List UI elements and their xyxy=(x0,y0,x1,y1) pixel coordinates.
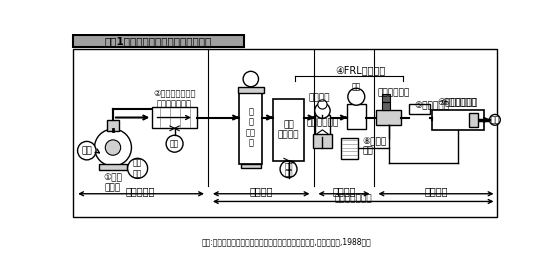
Bar xyxy=(239,91,262,164)
Bar xyxy=(382,102,390,110)
Circle shape xyxy=(489,115,500,125)
Bar xyxy=(341,137,358,159)
Text: レギュレータ: レギュレータ xyxy=(306,118,339,127)
Text: ⑦エアシリンダ: ⑦エアシリンダ xyxy=(438,98,478,108)
Bar xyxy=(409,104,430,114)
Bar xyxy=(241,164,261,168)
Text: ④FRLユニット: ④FRLユニット xyxy=(335,66,385,76)
Circle shape xyxy=(318,100,327,109)
Bar xyxy=(315,115,330,137)
Text: 仕事: 仕事 xyxy=(490,115,500,124)
Circle shape xyxy=(105,140,121,155)
Circle shape xyxy=(348,88,365,105)
Bar xyxy=(237,87,264,93)
Bar xyxy=(313,134,332,148)
Bar xyxy=(99,164,127,170)
Circle shape xyxy=(243,71,259,87)
Text: ②アフタードレン
クーラー分離器: ②アフタードレン クーラー分離器 xyxy=(153,89,196,109)
Circle shape xyxy=(95,129,132,166)
Text: ①空気
圧縮機: ①空気 圧縮機 xyxy=(104,173,123,192)
Text: ⑥速度制御弁: ⑥速度制御弁 xyxy=(441,98,476,108)
Text: 一般的基本回路: 一般的基本回路 xyxy=(334,195,372,204)
Circle shape xyxy=(128,158,148,178)
Bar xyxy=(107,120,119,131)
Text: 空
気
タン
ク: 空 気 タン ク xyxy=(246,108,256,148)
Bar xyxy=(347,104,366,129)
Text: 圧縮
空気: 圧縮 空気 xyxy=(133,159,142,178)
Bar xyxy=(73,35,244,47)
Text: 空気: 空気 xyxy=(81,146,92,155)
Text: 駆動機器: 駆動機器 xyxy=(424,186,448,196)
Text: 給油: 給油 xyxy=(352,82,361,91)
Bar xyxy=(469,113,478,127)
Text: エア
ドライヤ: エア ドライヤ xyxy=(278,120,299,139)
Text: 制御機器: 制御機器 xyxy=(332,186,356,196)
Circle shape xyxy=(77,141,96,160)
Bar xyxy=(382,94,390,102)
Text: フィルタ: フィルタ xyxy=(309,93,330,102)
Text: ⑧消音器: ⑧消音器 xyxy=(362,137,387,146)
Text: 谷口:空気圧回路と制御技術の基礎とその利用法（上）,自動化技術,1988より: 谷口:空気圧回路と制御技術の基礎とその利用法（上）,自動化技術,1988より xyxy=(202,237,372,246)
Circle shape xyxy=(315,103,330,118)
Text: 水分: 水分 xyxy=(170,139,179,148)
Bar xyxy=(152,107,197,128)
Bar xyxy=(73,49,497,217)
Circle shape xyxy=(280,161,297,178)
Text: ごみ
水分: ごみ 水分 xyxy=(284,162,293,176)
Text: 発生源機器: 発生源機器 xyxy=(126,186,155,196)
Text: ⑤方向制御弁: ⑤方向制御弁 xyxy=(415,101,450,111)
Text: 調質機器: 調質機器 xyxy=(249,186,273,196)
Bar xyxy=(432,110,484,130)
Bar xyxy=(273,99,304,161)
Text: 排気: 排気 xyxy=(362,146,373,155)
Bar xyxy=(376,110,401,125)
Text: ルブリケータ: ルブリケータ xyxy=(378,88,410,97)
Circle shape xyxy=(166,135,183,152)
Text: 『図1』一般的な空気圧機器システム: 『図1』一般的な空気圧機器システム xyxy=(105,36,212,46)
